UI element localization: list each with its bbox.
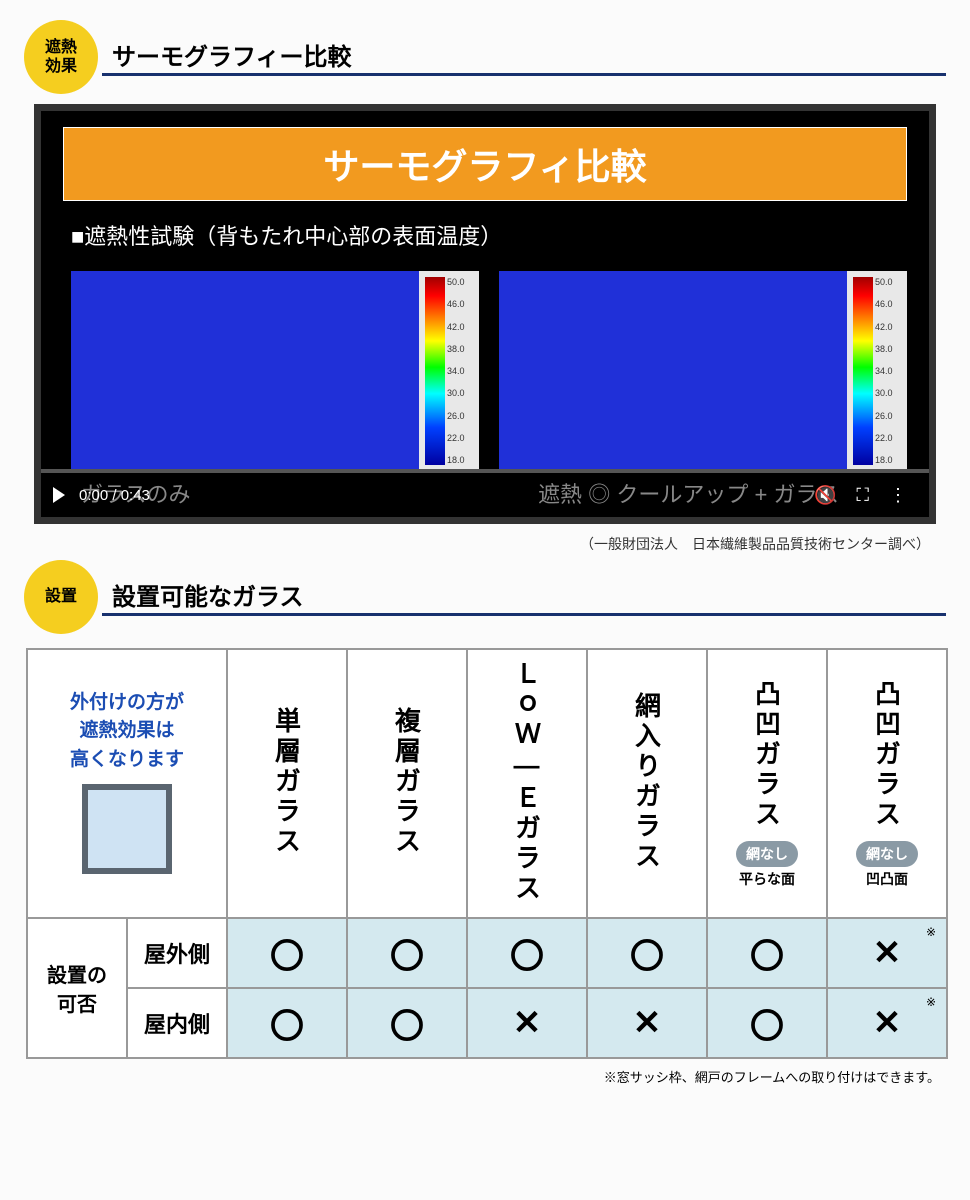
colorbar-tick: 50.0 — [447, 277, 465, 287]
colorbar-right: 50.0 46.0 42.0 38.0 34.0 30.0 26.0 22.0 18.0 — [847, 271, 907, 471]
glass-type-label: ＬｏＷ—Ｅガラス — [509, 660, 546, 904]
side-label: 設置の 可否 — [27, 918, 127, 1058]
note-mark: ※ — [926, 995, 936, 1009]
thermal-row: 50.0 46.0 42.0 38.0 34.0 30.0 26.0 22.0 18.0 50.… — [41, 251, 929, 471]
row-label: 屋内側 — [127, 988, 227, 1058]
more-icon[interactable]: ⋮ — [889, 485, 907, 506]
glass-type-label: 複層ガラス — [389, 707, 426, 857]
colorbar-tick: 42.0 — [875, 322, 893, 332]
title-underline — [102, 73, 946, 76]
glass-sub-pill: 網なし — [856, 841, 918, 867]
video-time: 0:00 / 0:43 — [79, 487, 150, 504]
glass-type-label: 単層ガラス — [269, 707, 306, 857]
glass-column-header: 凸凹ガラス網なし凹凸面 — [827, 649, 947, 918]
colorbar-tick: 22.0 — [447, 433, 465, 443]
compat-cell: ✕※ — [827, 918, 947, 988]
video-player[interactable]: サーモグラフィ比較 ■遮熱性試験（背もたれ中心部の表面温度） 50.0 46.0 4… — [34, 104, 936, 524]
play-icon[interactable] — [53, 487, 65, 503]
section-title-thermal: サーモグラフィー比較 — [112, 37, 946, 78]
note-mark: ※ — [926, 925, 936, 939]
glass-column-header: 複層ガラス — [347, 649, 467, 918]
colorbar-tick: 22.0 — [875, 433, 893, 443]
glass-column-header: 単層ガラス — [227, 649, 347, 918]
colorbar-tick: 46.0 — [875, 299, 893, 309]
glass-type-label: 網入りガラス — [629, 692, 666, 872]
colorbar-left: 50.0 46.0 42.0 38.0 34.0 30.0 26.0 22.0 18.0 — [419, 271, 479, 471]
colorbar-tick: 18.0 — [447, 455, 465, 465]
glass-column-header: 網入りガラス — [587, 649, 707, 918]
thermal-panel-right: 50.0 46.0 42.0 38.0 34.0 30.0 26.0 22.0 18.0 — [499, 271, 907, 471]
colorbar-tick: 18.0 — [875, 455, 893, 465]
fullscreen-icon[interactable]: ⛶ — [856, 485, 869, 506]
mute-icon[interactable]: 🔇 — [814, 485, 836, 506]
badge-thermal: 遮熱 効果 — [24, 20, 98, 94]
compat-cell: 〇 — [707, 918, 827, 988]
section-header-thermal: 遮熱 効果 サーモグラフィー比較 — [24, 20, 946, 94]
badge-install: 設置 — [24, 560, 98, 634]
colorbar-tick: 34.0 — [875, 366, 893, 376]
compat-cell: 〇 — [467, 918, 587, 988]
section-title-install: 設置可能なガラス — [112, 577, 946, 618]
video-title-bar: サーモグラフィ比較 — [63, 127, 907, 201]
row-label: 屋外側 — [127, 918, 227, 988]
colorbar-tick: 50.0 — [875, 277, 893, 287]
glass-sub-text: 平らな面 — [708, 869, 826, 889]
colorbar-tick: 30.0 — [447, 388, 465, 398]
colorbar-tick: 26.0 — [447, 411, 465, 421]
colorbar-tick: 46.0 — [447, 299, 465, 309]
colorbar-gradient — [853, 277, 873, 465]
glass-sub-text: 凹凸面 — [828, 869, 946, 889]
colorbar-tick: 26.0 — [875, 411, 893, 421]
compat-cell: 〇 — [707, 988, 827, 1058]
glass-column-header: 凸凹ガラス網なし平らな面 — [707, 649, 827, 918]
colorbar-tick: 34.0 — [447, 366, 465, 376]
compat-cell: ✕※ — [827, 988, 947, 1058]
glass-type-label: 凸凹ガラス — [749, 680, 786, 830]
thermal-image-left — [71, 271, 419, 471]
credit-text: （一般財団法人 日本繊維製品品質技術センター調べ） — [0, 534, 930, 554]
compat-cell: 〇 — [347, 988, 467, 1058]
colorbar-gradient — [425, 277, 445, 465]
glass-type-label: 凸凹ガラス — [869, 680, 906, 830]
thermal-image-right — [499, 271, 847, 471]
glass-table: 外付けの方が 遮熱効果は 高くなります 単層ガラス 複層ガラス ＬｏＷ—Ｅガラス 網入… — [26, 648, 944, 1059]
compat-cell: 〇 — [347, 918, 467, 988]
colorbar-tick: 30.0 — [875, 388, 893, 398]
title-underline — [102, 613, 946, 616]
corner-text: 外付けの方が 遮熱効果は 高くなります — [32, 689, 222, 775]
colorbar-tick: 38.0 — [875, 344, 893, 354]
compat-cell: 〇 — [587, 918, 707, 988]
video-subtitle: ■遮熱性試験（背もたれ中心部の表面温度） — [71, 219, 929, 251]
section-header-install: 設置 設置可能なガラス — [24, 560, 946, 634]
glass-sub-pill: 網なし — [736, 841, 798, 867]
corner-cell: 外付けの方が 遮熱効果は 高くなります — [27, 649, 227, 918]
table-note: ※窓サッシ枠、網戸のフレームへの取り付けはできます。 — [0, 1067, 940, 1086]
glass-column-header: ＬｏＷ—Ｅガラス — [467, 649, 587, 918]
compat-cell: ✕ — [467, 988, 587, 1058]
colorbar-tick: 42.0 — [447, 322, 465, 332]
compat-cell: ✕ — [587, 988, 707, 1058]
compat-cell: 〇 — [227, 988, 347, 1058]
video-title: サーモグラフィ比較 — [323, 146, 646, 187]
video-controls: 0:00 / 0:43 🔇 ⛶ ⋮ — [41, 473, 929, 517]
thermal-panel-left: 50.0 46.0 42.0 38.0 34.0 30.0 26.0 22.0 18.0 — [71, 271, 479, 471]
compat-cell: 〇 — [227, 918, 347, 988]
window-icon — [82, 784, 172, 874]
colorbar-tick: 38.0 — [447, 344, 465, 354]
